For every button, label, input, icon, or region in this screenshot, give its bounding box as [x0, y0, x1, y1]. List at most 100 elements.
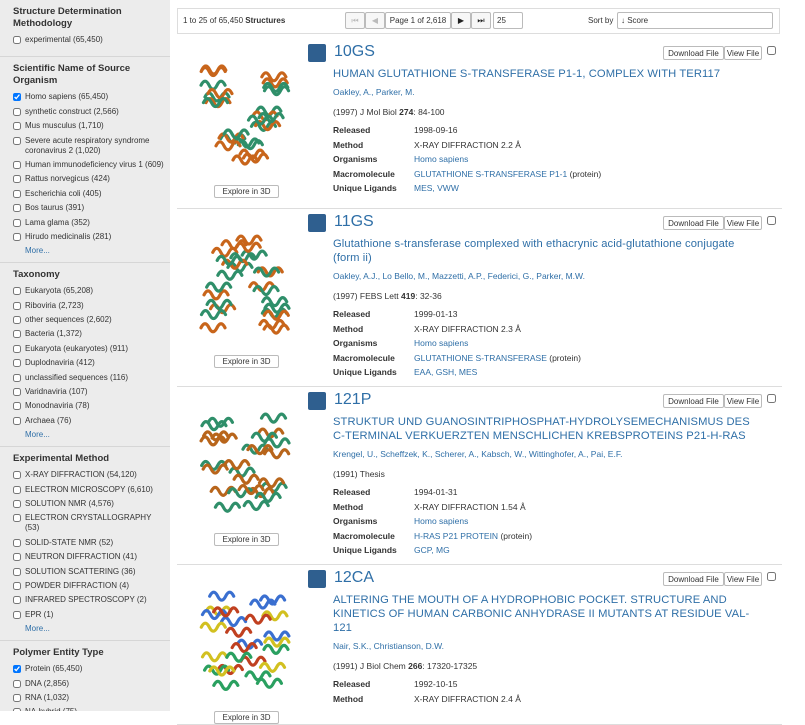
view-button[interactable]: View File [724, 394, 762, 408]
field-value: MES, VWW [414, 181, 459, 196]
facet-checkbox[interactable] [13, 287, 21, 296]
facet-label: EPR (1) [25, 609, 54, 619]
pager-button[interactable]: ⏮ [345, 12, 365, 29]
facet-item: Eukaryota (65,208) [13, 286, 164, 296]
entry-id[interactable]: 11GS [334, 213, 374, 230]
field-row: Released 1992-10-15 [333, 677, 763, 692]
facet-checkbox[interactable] [13, 567, 21, 576]
field-link[interactable]: GLUTATHIONE S-TRANSFERASE P1-1 [414, 168, 568, 179]
field-link[interactable]: MES, VWW [414, 183, 459, 194]
field-link[interactable]: Homo sapiens [414, 338, 469, 349]
view-button[interactable]: View File [724, 46, 762, 60]
facet-label: Varidnaviria (107) [25, 387, 88, 397]
facet-checkbox[interactable] [13, 160, 21, 169]
download-button[interactable]: Download File [663, 216, 724, 230]
citation-pages: : 17320-17325 [422, 661, 478, 671]
more-link[interactable]: More... [25, 430, 50, 440]
more-link[interactable]: More... [25, 246, 50, 256]
entry-id[interactable]: 121P [334, 391, 372, 408]
citation-source: (1997) FEBS Lett [333, 291, 399, 301]
view-button[interactable]: View File [724, 572, 762, 586]
facet-checkbox[interactable] [13, 93, 21, 102]
facet-checkbox[interactable] [13, 402, 21, 411]
explore-button[interactable]: Explore in 3D [214, 533, 279, 546]
facet-checkbox[interactable] [13, 514, 21, 523]
entry-title[interactable]: STRUKTUR UND GUANOSINTRIPHOSPHAT-HYDROLY… [333, 416, 750, 442]
select-checkbox[interactable] [767, 394, 776, 403]
explore-button[interactable]: Explore in 3D [214, 711, 279, 724]
sort-select[interactable]: ↓ Score [617, 12, 773, 29]
facet-checkbox[interactable] [13, 175, 21, 184]
entry-icon [308, 214, 326, 232]
facet-checkbox[interactable] [13, 665, 21, 674]
facet-checkbox[interactable] [13, 330, 21, 339]
facet-checkbox[interactable] [13, 122, 21, 131]
pager-button[interactable]: ▶ [451, 12, 471, 29]
facet-checkbox[interactable] [13, 218, 21, 227]
facet-checkbox[interactable] [13, 416, 21, 425]
facet-checkbox[interactable] [13, 189, 21, 198]
facet-checkbox[interactable] [13, 485, 21, 494]
explore-button[interactable]: Explore in 3D [214, 185, 279, 198]
select-checkbox[interactable] [767, 46, 776, 55]
facet-checkbox[interactable] [13, 316, 21, 325]
field-text: 1999-01-13 [414, 309, 458, 319]
view-button[interactable]: View File [724, 216, 762, 230]
facet-checkbox[interactable] [13, 36, 21, 44]
facet-checkbox[interactable] [13, 204, 21, 213]
per-page-select[interactable]: 25 [493, 12, 523, 29]
field-link[interactable]: EAA, GSH, MES [414, 367, 478, 378]
facet-checkbox[interactable] [13, 538, 21, 547]
field-label: Macromolecule [333, 168, 395, 179]
entry-id[interactable]: 12CA [334, 569, 375, 586]
facet: Structure Determination Methodology exper… [0, 0, 170, 58]
download-button[interactable]: Download File [663, 46, 724, 60]
facet-checkbox[interactable] [13, 136, 21, 145]
field-link[interactable]: GLUTATHIONE S-TRANSFERASE [414, 352, 547, 363]
facet-checkbox[interactable] [13, 373, 21, 382]
field-value: GCP, MG [414, 543, 450, 558]
entry-title[interactable]: Glutathione s-transferase complexed with… [333, 238, 735, 264]
field-link[interactable]: H-RAS P21 PROTEIN [414, 530, 499, 541]
facet-checkbox[interactable] [13, 107, 21, 116]
facet-checkbox[interactable] [13, 232, 21, 241]
entry-title[interactable]: ALTERING THE MOUTH OF A HYDROPHOBIC POCK… [333, 594, 750, 634]
explore-button[interactable]: Explore in 3D [214, 355, 279, 368]
facet-checkbox[interactable] [13, 553, 21, 562]
facet-checkbox[interactable] [13, 388, 21, 397]
facet-title: Experimental Method [13, 453, 110, 465]
authors[interactable]: Oakley, A., Parker, M. [333, 87, 415, 97]
entry-id[interactable]: 10GS [334, 43, 375, 60]
facet-checkbox[interactable] [13, 359, 21, 368]
authors[interactable]: Oakley, A.J., Lo Bello, M., Mazzetti, A.… [333, 271, 585, 281]
facet-checkbox[interactable] [13, 581, 21, 590]
authors[interactable]: Krengel, U., Scheffzek, K., Scherer, A.,… [333, 449, 623, 459]
facet-checkbox[interactable] [13, 596, 21, 605]
authors[interactable]: Nair, S.K., Christianson, D.W. [333, 641, 445, 651]
more-link[interactable]: More... [25, 624, 50, 634]
facet-checkbox[interactable] [13, 301, 21, 310]
facet-checkbox[interactable] [13, 471, 21, 480]
facet-label: SOLUTION NMR (4,576) [25, 498, 114, 508]
field-row: Unique Ligands MES, VWW [333, 181, 763, 196]
pager-button[interactable]: ⏭ [471, 12, 491, 29]
facet-checkbox[interactable] [13, 679, 21, 688]
facet-title: Polymer Entity Type [13, 647, 104, 659]
facet-checkbox[interactable] [13, 344, 21, 353]
field-link[interactable]: Homo sapiens [414, 154, 469, 165]
pager-button[interactable]: ◀ [365, 12, 385, 29]
select-checkbox[interactable] [767, 216, 776, 225]
facet-checkbox[interactable] [13, 693, 21, 702]
download-button[interactable]: Download File [663, 394, 724, 408]
facet-item: SOLUTION SCATTERING (36) [13, 567, 164, 577]
entry-title[interactable]: HUMAN GLUTATHIONE S-TRANSFERASE P1-1, CO… [333, 68, 721, 80]
facet-checkbox[interactable] [13, 610, 21, 619]
field-link[interactable]: Homo sapiens [414, 516, 469, 527]
field-link[interactable]: GCP, MG [414, 545, 450, 556]
facet-checkbox[interactable] [13, 708, 21, 711]
result: Explore in 3D 11GS Download File View File G… [177, 208, 782, 387]
result: Explore in 3D 10GS Download File View File H… [177, 38, 782, 209]
facet-checkbox[interactable] [13, 499, 21, 508]
select-checkbox[interactable] [767, 572, 776, 581]
download-button[interactable]: Download File [663, 572, 724, 586]
